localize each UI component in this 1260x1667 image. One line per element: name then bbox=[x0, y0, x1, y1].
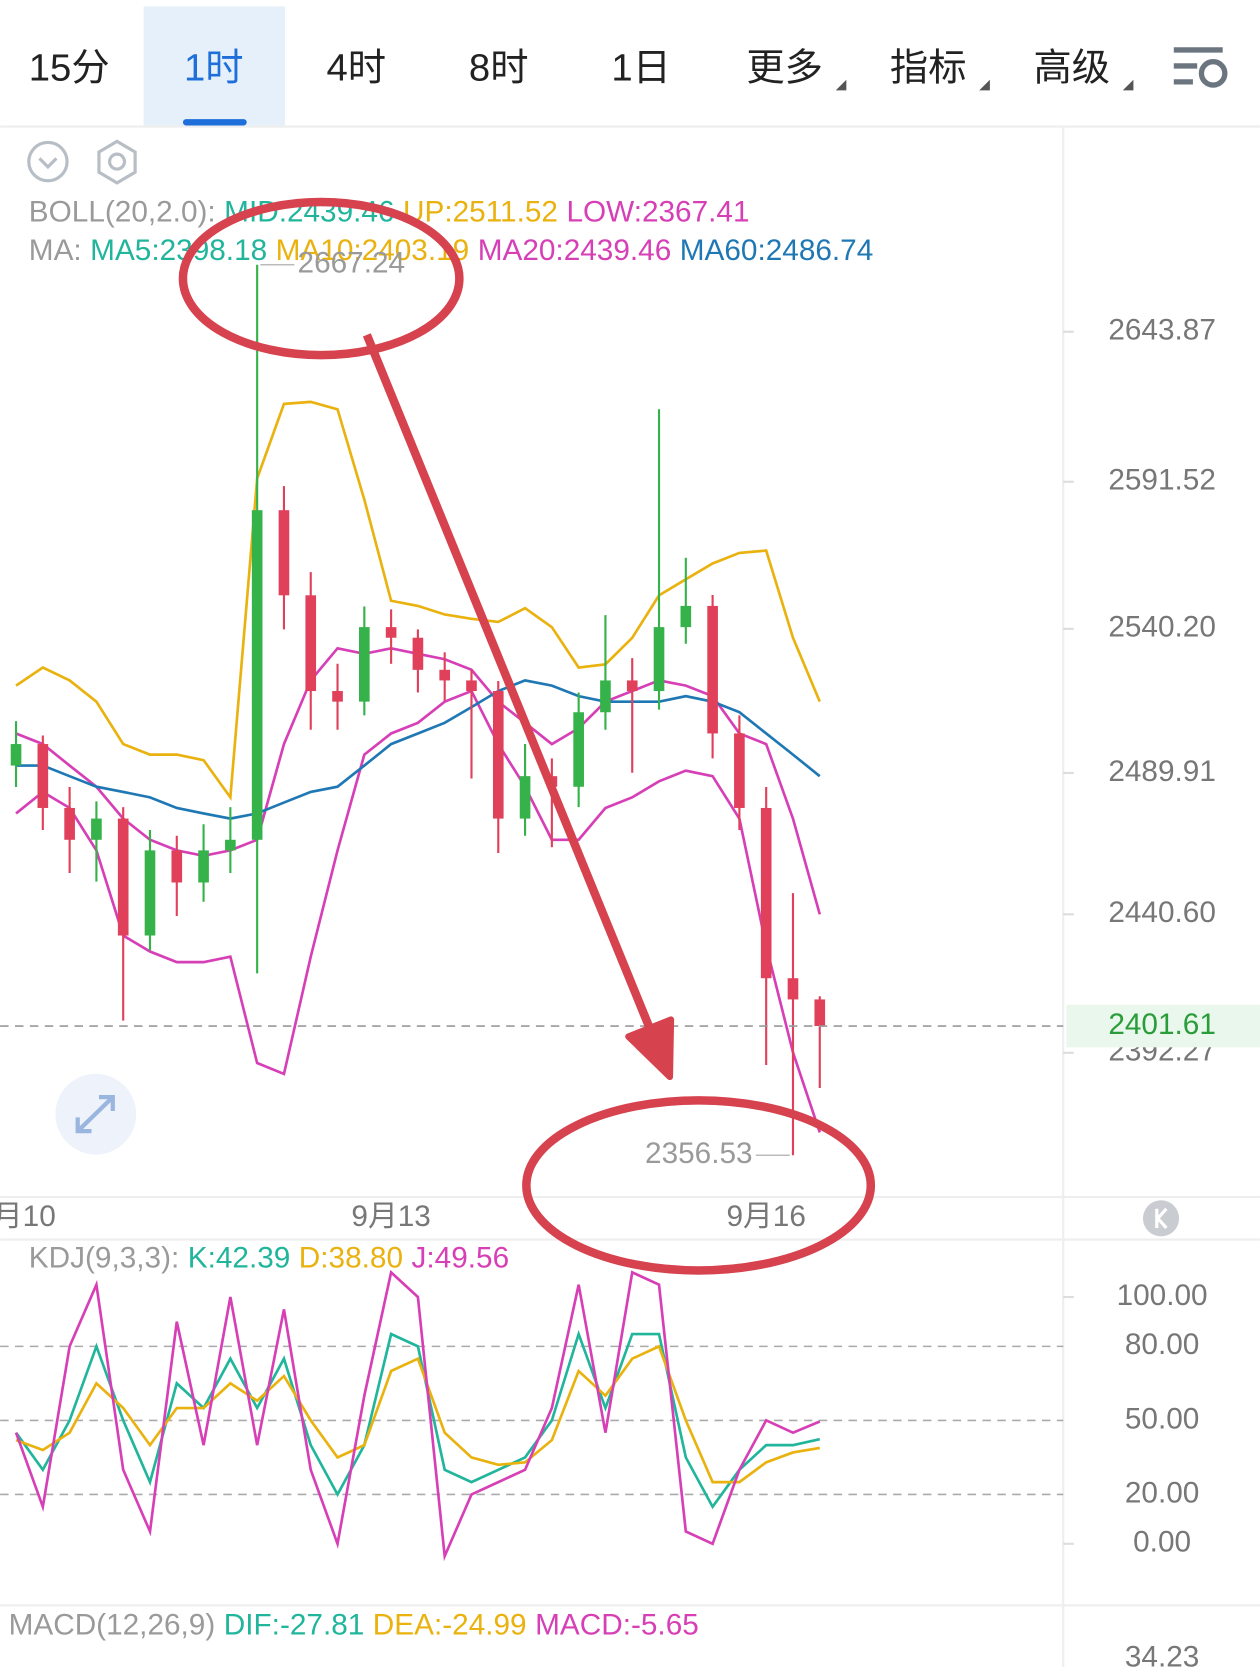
candle-body bbox=[359, 627, 370, 702]
y-tick-label: 0.00 bbox=[1133, 1526, 1191, 1559]
y-tick-label: 2489.91 bbox=[1108, 755, 1216, 788]
x-tick-label: 9月16 bbox=[726, 1200, 805, 1233]
indicator-line bbox=[15, 689, 822, 1133]
candle-body bbox=[171, 850, 183, 883]
candle-body bbox=[278, 510, 290, 596]
max-label: 2667.24 bbox=[298, 247, 406, 280]
candle-body bbox=[760, 807, 772, 979]
selected-tab-bg bbox=[143, 6, 286, 126]
x-tick-label: 9月10 bbox=[0, 1200, 56, 1233]
candle-body bbox=[787, 978, 799, 1000]
y-tick-label: 2440.60 bbox=[1108, 896, 1216, 929]
last-price-box bbox=[1066, 1004, 1260, 1048]
kdj-line bbox=[14, 1269, 821, 1562]
legend-item: K:42.39 bbox=[188, 1242, 291, 1275]
dropdown-caret bbox=[835, 79, 847, 91]
tab[interactable]: 8时 bbox=[469, 46, 529, 89]
tab[interactable]: 更多 bbox=[746, 46, 823, 89]
candle-body bbox=[680, 605, 692, 628]
candle-body bbox=[225, 839, 236, 851]
legend-item: MACD:-5.65 bbox=[535, 1608, 699, 1641]
candle-body bbox=[117, 818, 129, 936]
tab[interactable]: 指标 bbox=[890, 46, 967, 89]
candle-body bbox=[653, 627, 665, 692]
candle-body bbox=[466, 680, 477, 692]
annotation bbox=[178, 197, 876, 1275]
legend-item: KDJ(9,3,3): bbox=[29, 1242, 179, 1275]
tab[interactable]: 1时 bbox=[184, 46, 244, 89]
collapse-button[interactable] bbox=[27, 140, 69, 183]
y-tick-label: 2643.87 bbox=[1108, 314, 1216, 347]
y-tick-label: 2591.52 bbox=[1108, 464, 1216, 497]
dropdown-caret bbox=[1122, 79, 1134, 91]
candle-body bbox=[305, 595, 317, 692]
candle-body bbox=[439, 669, 451, 681]
tab[interactable]: 高级 bbox=[1033, 46, 1110, 89]
candle-body bbox=[251, 510, 263, 840]
candle-body bbox=[814, 999, 826, 1027]
legend-item: MA5:2398.18 bbox=[90, 234, 267, 267]
last-price-label: 2401.61 bbox=[1108, 1008, 1216, 1041]
tab[interactable]: 1日 bbox=[611, 46, 671, 89]
legend-item: DIF:-27.81 bbox=[224, 1608, 365, 1641]
candle-body bbox=[707, 605, 718, 734]
settings-icon[interactable] bbox=[1173, 47, 1228, 88]
tab[interactable]: 4时 bbox=[326, 46, 386, 89]
chart-area: BOLL(20,2.0): MID:2439.46 UP:2511.52 LOW:23… bbox=[0, 196, 1260, 1667]
y-tick-label: 100.00 bbox=[1117, 1279, 1208, 1312]
legend-item: MA20:2439.46 bbox=[478, 234, 672, 267]
candle-body bbox=[519, 776, 531, 819]
candle-body bbox=[626, 680, 638, 692]
y-tick-label: 80.00 bbox=[1125, 1328, 1199, 1361]
y-tick-label: 20.00 bbox=[1125, 1476, 1199, 1509]
indicator-line bbox=[16, 679, 821, 820]
annotation-arrowhead bbox=[625, 1016, 675, 1081]
legend-item: MA60:2486.74 bbox=[680, 234, 874, 267]
legend-item: MACD(12,26,9) bbox=[9, 1608, 216, 1641]
candle-body bbox=[144, 850, 156, 936]
min-label: 2356.53 bbox=[645, 1137, 753, 1170]
candle-body bbox=[10, 744, 22, 766]
legend-item: DEA:-24.99 bbox=[373, 1608, 527, 1641]
legend-item: J:49.56 bbox=[412, 1242, 510, 1275]
candle-body bbox=[91, 818, 102, 840]
candle-body bbox=[198, 850, 209, 883]
candle-body bbox=[734, 733, 745, 808]
settings-button[interactable] bbox=[97, 139, 137, 185]
candle-body bbox=[37, 744, 49, 808]
legend-item: LOW:2367.41 bbox=[566, 196, 749, 229]
candle-body bbox=[332, 691, 343, 702]
tab-bar: 15分 1时 4时 8时 1日 更多 指标 高级 bbox=[29, 46, 1134, 91]
y-tick-label: 34.23 bbox=[1125, 1640, 1199, 1667]
candle-body bbox=[492, 691, 504, 819]
candle-body bbox=[385, 627, 397, 638]
x-tick-label: 9月13 bbox=[351, 1200, 430, 1233]
tab[interactable]: 15分 bbox=[29, 46, 110, 89]
legend-item: D:38.80 bbox=[299, 1242, 403, 1275]
candle-body bbox=[412, 637, 424, 670]
candle-body bbox=[600, 680, 611, 713]
k-button[interactable] bbox=[1142, 1200, 1180, 1237]
candle-body bbox=[573, 712, 584, 787]
y-tick-label: 50.00 bbox=[1125, 1402, 1199, 1435]
fullscreen-button[interactable] bbox=[55, 1073, 137, 1155]
kdj-line bbox=[15, 1344, 820, 1484]
y-tick-label: 2540.20 bbox=[1108, 611, 1216, 644]
legend-item: UP:2511.52 bbox=[403, 196, 558, 229]
legend-item: BOLL(20,2.0): bbox=[29, 196, 216, 229]
candle-body bbox=[64, 807, 75, 840]
selected-tab-indicator bbox=[182, 119, 247, 126]
legend-item: MA: bbox=[29, 234, 82, 267]
kdj-line bbox=[14, 1329, 821, 1510]
dropdown-caret bbox=[979, 79, 990, 91]
